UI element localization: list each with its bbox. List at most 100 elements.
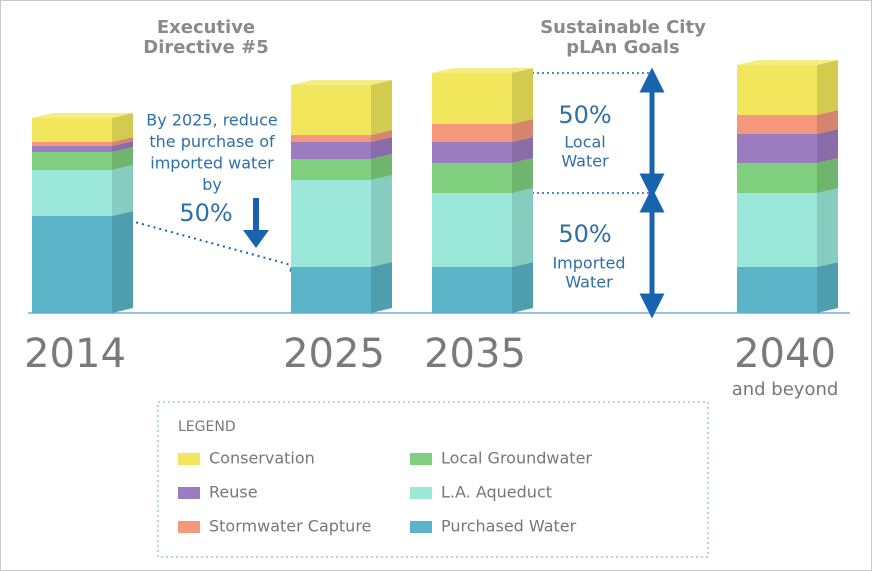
bar-segment: [32, 152, 112, 170]
bar-side: [817, 188, 838, 267]
bar-side: [512, 262, 533, 313]
legend-title: LEGEND: [178, 419, 236, 435]
legend-swatch: [178, 521, 200, 533]
bar-side: [817, 60, 838, 115]
bar-side-shade: [512, 262, 533, 313]
bar-side: [112, 141, 133, 152]
bar-segment: [737, 115, 817, 134]
bar-top-shade: [432, 68, 533, 73]
bar-side-shade: [817, 188, 838, 267]
bar-side: [512, 68, 533, 124]
bar-side: [112, 147, 133, 170]
bar-side-shade: [371, 175, 392, 267]
annotation: by: [202, 175, 222, 194]
bar-top-shade: [737, 60, 838, 65]
bar-side-shade: [371, 262, 392, 313]
bar-side: [817, 129, 838, 163]
annotation: Water: [561, 152, 609, 171]
bar-side: [112, 113, 133, 142]
bar-side-shade: [112, 137, 133, 146]
bar-segment: [32, 118, 112, 142]
bar-top: [32, 113, 133, 118]
bar-side: [371, 80, 392, 135]
down-arrow-head: [243, 230, 269, 248]
bar-side-shade: [371, 80, 392, 135]
bar-top: [291, 80, 392, 85]
bar-segment: [32, 170, 112, 216]
bar-side-shade: [512, 188, 533, 267]
annotation: Sustainable City: [540, 17, 706, 38]
bar-top: [432, 68, 533, 73]
bar-segment: [291, 135, 371, 142]
legend-label: Local Groundwater: [441, 449, 592, 468]
bar-segment: [737, 134, 817, 163]
x-tick-label: 2035: [424, 331, 526, 377]
bar-side-shade: [512, 68, 533, 124]
legend-box: [157, 401, 709, 558]
bar-segment: [432, 193, 512, 267]
bar-segment: [737, 65, 817, 115]
bar-side-shade: [512, 119, 533, 142]
bar-side: [112, 165, 133, 216]
bar-side: [371, 137, 392, 159]
legend-swatch: [410, 487, 432, 499]
annotation: Water: [565, 273, 613, 292]
bar-side-shade: [817, 262, 838, 313]
annotation: Local: [564, 133, 605, 152]
bar-top-shade: [32, 113, 133, 118]
x-tick-label: 2014: [24, 331, 126, 377]
legend-swatch: [410, 521, 432, 533]
bar-segment: [291, 159, 371, 180]
legend-label: Conservation: [209, 449, 315, 468]
bar-side: [112, 211, 133, 313]
annotation: Executive: [157, 17, 255, 38]
annotation: Directive #5: [143, 37, 268, 58]
annotation: 50%: [558, 101, 611, 129]
bar-side-shade: [817, 110, 838, 134]
bar-side-shade: [371, 130, 392, 142]
legend-label: Reuse: [209, 483, 258, 502]
x-tick-label: 2040: [734, 331, 836, 377]
annotation: the purchase of: [149, 132, 275, 151]
bar-segment: [432, 267, 512, 313]
legend-label: Purchased Water: [441, 517, 577, 536]
bar-segment: [291, 267, 371, 313]
x-tick-label: 2025: [283, 331, 385, 377]
bar-side-shade: [112, 211, 133, 313]
bar-segment: [291, 85, 371, 135]
annotation: 50%: [558, 220, 611, 248]
bar-side: [817, 262, 838, 313]
bar-segment: [291, 180, 371, 267]
annotation: Imported: [552, 254, 625, 273]
bar-segment: [737, 267, 817, 313]
bar-side: [512, 188, 533, 267]
bar-side-shade: [112, 141, 133, 152]
bar-segment: [32, 146, 112, 152]
bar-side: [371, 175, 392, 267]
legend-swatch: [178, 487, 200, 499]
bar-side: [512, 137, 533, 163]
bar-side-shade: [112, 165, 133, 216]
annotation: pLAn Goals: [566, 37, 680, 58]
bar-side: [817, 110, 838, 134]
legend-swatch: [410, 453, 432, 465]
bar-side-shade: [512, 137, 533, 163]
bar-side: [371, 262, 392, 313]
bar-side-shade: [371, 154, 392, 180]
bar-segment: [32, 142, 112, 146]
bar-side: [371, 154, 392, 180]
bar-segment: [737, 193, 817, 267]
bar-side-shade: [817, 60, 838, 115]
annotation: By 2025, reduce: [146, 111, 277, 130]
legend-swatch: [178, 453, 200, 465]
bar-side: [817, 158, 838, 193]
bar-top-shade: [291, 80, 392, 85]
bar-top: [737, 60, 838, 65]
bar-side-shade: [112, 113, 133, 142]
bar-segment: [432, 73, 512, 124]
bar-side: [112, 137, 133, 146]
bar-side: [512, 158, 533, 193]
annotation: 50%: [179, 199, 232, 227]
annotation: imported water: [150, 154, 274, 173]
